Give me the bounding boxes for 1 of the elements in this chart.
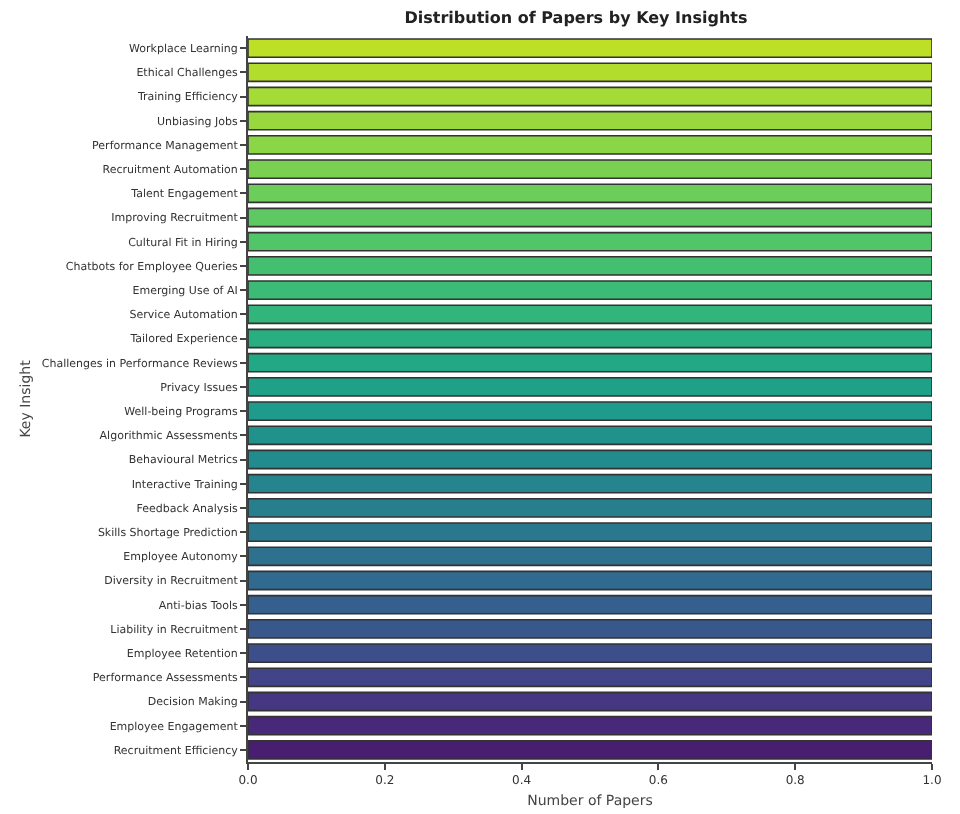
chart-title: Distribution of Papers by Key Insights — [404, 9, 748, 28]
